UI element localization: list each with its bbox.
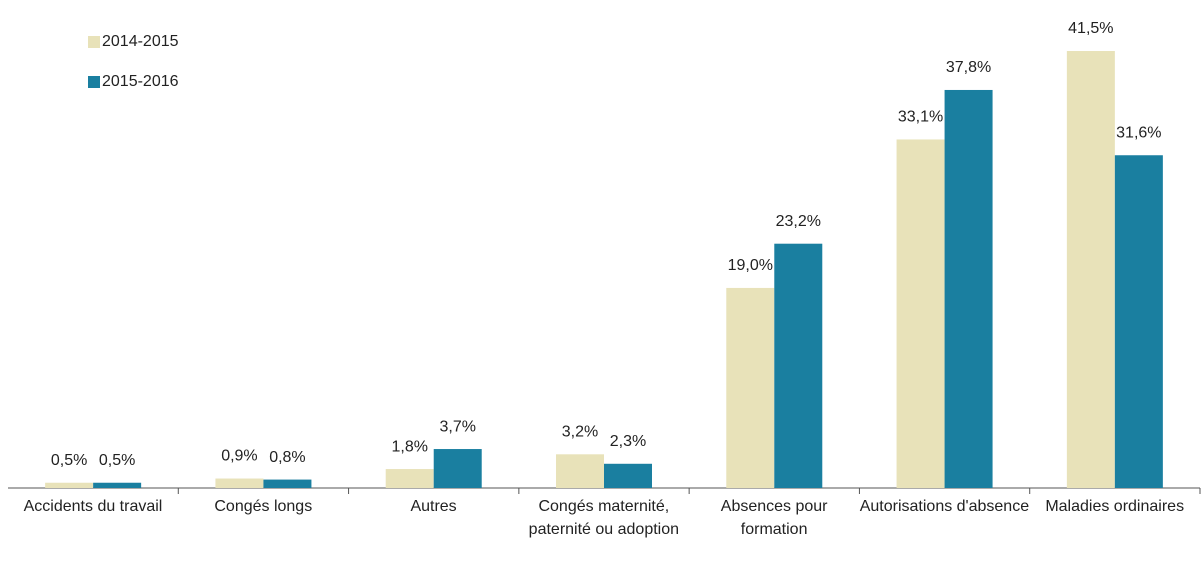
- bar: [215, 478, 264, 488]
- x-tick-label: Accidents du travail: [23, 498, 163, 515]
- value-label: 19,0%: [728, 257, 773, 274]
- bar: [1114, 155, 1163, 488]
- x-tick-label: Congés maternité, paternité ou adoption: [528, 498, 680, 538]
- value-label: 41,5%: [1068, 20, 1113, 37]
- bar: [1066, 51, 1115, 488]
- value-label: 23,2%: [776, 213, 821, 230]
- x-tick-label: Congés longs: [214, 498, 313, 515]
- legend-label: 2014-2015: [102, 33, 179, 50]
- value-label: 37,8%: [946, 59, 991, 76]
- bar: [944, 89, 993, 488]
- value-label: 1,8%: [391, 438, 427, 455]
- value-label: 0,9%: [221, 448, 257, 465]
- bar: [433, 449, 482, 488]
- value-label: 0,8%: [269, 449, 305, 466]
- value-label: 33,1%: [898, 109, 943, 126]
- bar: [93, 482, 142, 488]
- bar: [263, 479, 312, 488]
- bar: [45, 482, 94, 488]
- legend-swatch: [88, 36, 100, 48]
- bar: [774, 243, 823, 488]
- value-label: 0,5%: [51, 452, 87, 469]
- value-label: 3,7%: [439, 418, 475, 435]
- value-label: 31,6%: [1116, 124, 1161, 141]
- value-label: 3,2%: [562, 424, 598, 441]
- x-tick-label: Autorisations d'absence: [859, 498, 1030, 515]
- legend-swatch: [88, 76, 100, 88]
- x-tick-label: Maladies ordinaires: [1045, 498, 1185, 515]
- value-label: 2,3%: [610, 433, 646, 450]
- value-label: 0,5%: [99, 452, 135, 469]
- x-tick-label: Absences pour formation: [720, 498, 828, 538]
- x-tick-label: Autres: [410, 498, 457, 515]
- bar: [604, 463, 652, 488]
- bar: [896, 139, 945, 489]
- bar: [385, 469, 434, 488]
- bar: [556, 454, 604, 488]
- legend-label: 2015-2016: [102, 73, 179, 90]
- bar: [726, 287, 775, 488]
